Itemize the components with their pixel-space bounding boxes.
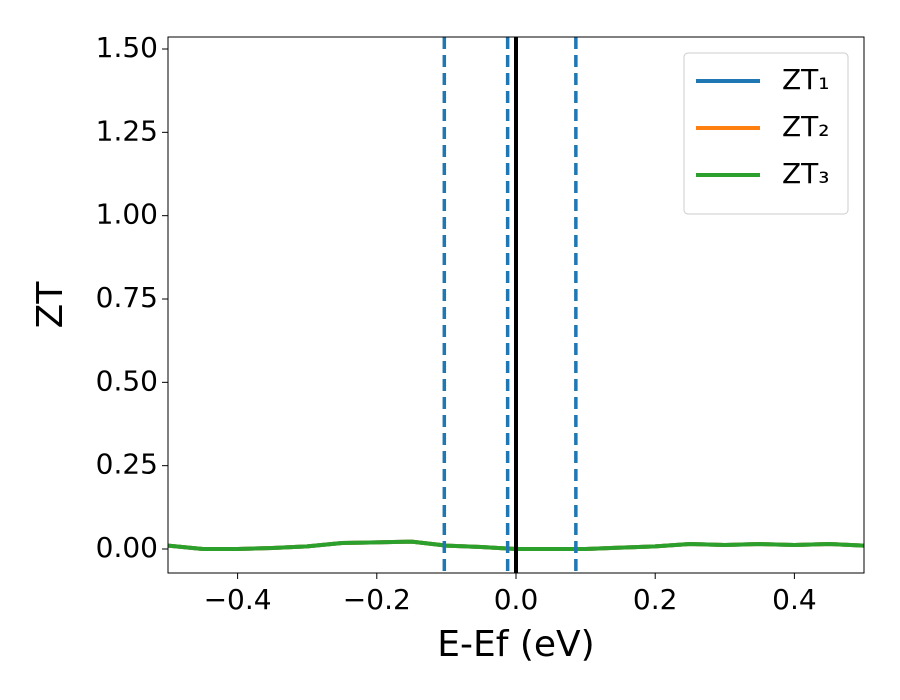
y-tick-label: 0.50 xyxy=(96,364,158,397)
x-tick-label: −0.2 xyxy=(343,583,411,616)
y-axis-label: ZT xyxy=(30,281,71,329)
y-tick-label: 1.00 xyxy=(96,198,158,231)
legend-label: ZT₃ xyxy=(782,157,830,190)
y-tick-label: 1.25 xyxy=(96,114,158,147)
x-axis-label: E-Ef (eV) xyxy=(437,624,594,665)
y-tick-label: 1.50 xyxy=(96,31,158,64)
y-tick-label: 0.00 xyxy=(96,531,158,564)
plot-frame xyxy=(167,36,865,574)
legend-label: ZT₂ xyxy=(782,110,830,143)
y-tick-label: 0.25 xyxy=(96,448,158,481)
x-tick-label: 0.0 xyxy=(494,583,539,616)
legend-label: ZT₁ xyxy=(782,63,830,96)
x-tick-label: 0.4 xyxy=(772,583,817,616)
y-tick-label: 0.75 xyxy=(96,281,158,314)
x-tick-label: 0.2 xyxy=(633,583,678,616)
x-tick-label: −0.4 xyxy=(204,583,272,616)
